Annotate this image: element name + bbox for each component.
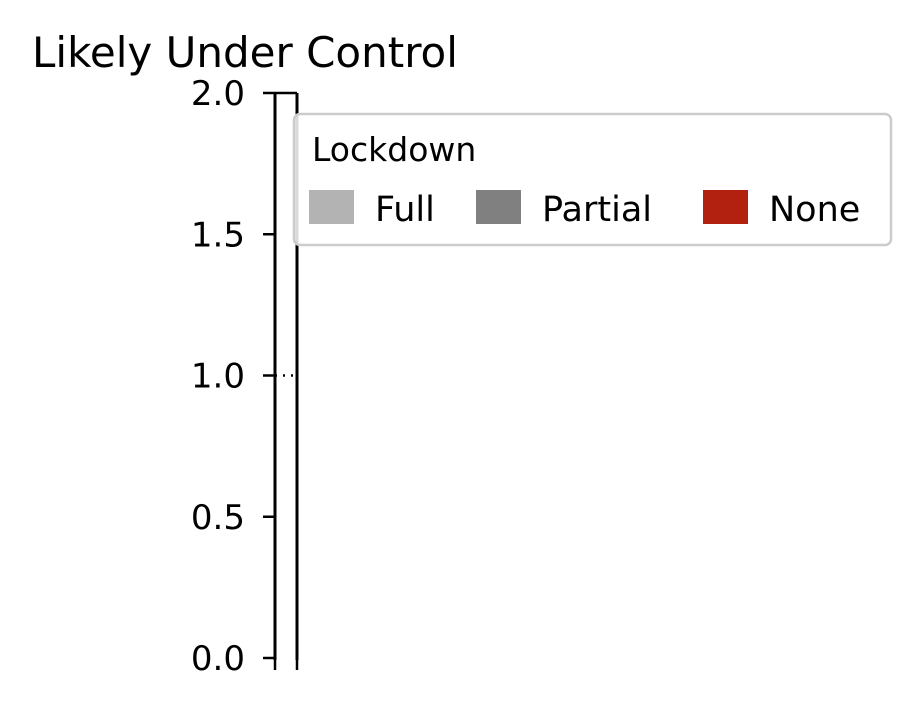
legend: Lockdown Full Partial None	[292, 112, 893, 247]
y-tick-label: 0.0	[191, 639, 245, 679]
y-tick-label: 0.5	[191, 498, 245, 538]
legend-label-full: Full	[375, 190, 435, 230]
legend-entries: Full Partial None	[309, 190, 860, 230]
legend-swatch-full	[309, 190, 354, 224]
legend-label-none: None	[769, 190, 860, 230]
y-tick-label: 1.0	[191, 357, 245, 397]
legend-title: Lockdown	[312, 130, 476, 169]
legend-swatch-none	[703, 190, 748, 224]
legend-label-partial: Partial	[542, 190, 652, 230]
y-tick-label: 2.0	[191, 74, 245, 114]
y-tick-label: 1.5	[191, 215, 245, 255]
chart-title: Likely Under Control	[32, 28, 458, 77]
legend-swatch-partial	[476, 190, 521, 224]
y-axis-ticks: 0.0 0.5 1.0 1.5 2.0	[191, 74, 275, 679]
